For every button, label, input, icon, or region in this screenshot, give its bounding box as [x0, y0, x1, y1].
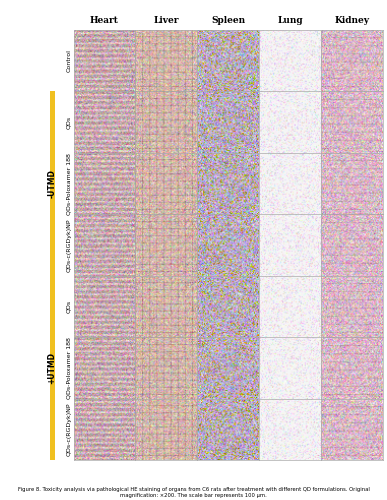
Text: QDs: QDs	[67, 300, 72, 313]
Text: QDs-c(RGDyk)NP: QDs-c(RGDyk)NP	[67, 218, 72, 272]
Text: Figure 8. Toxicity analysis via pathological HE staining of organs from C6 rats : Figure 8. Toxicity analysis via patholog…	[17, 486, 370, 498]
Text: QDs-Poloxamer 188: QDs-Poloxamer 188	[67, 152, 72, 214]
Text: QDs: QDs	[67, 116, 72, 128]
Text: Lung: Lung	[277, 16, 303, 25]
Text: Heart: Heart	[90, 16, 119, 25]
Text: +UTMD: +UTMD	[48, 352, 57, 384]
Text: QDs-c(RGDyk)NP: QDs-c(RGDyk)NP	[67, 402, 72, 456]
Text: Liver: Liver	[154, 16, 179, 25]
Text: Kidney: Kidney	[335, 16, 370, 25]
Text: Spleen: Spleen	[211, 16, 245, 25]
Text: -UTMD: -UTMD	[48, 169, 57, 198]
Text: Control: Control	[67, 50, 72, 72]
Text: QDs-Poloxamer 188: QDs-Poloxamer 188	[67, 337, 72, 399]
